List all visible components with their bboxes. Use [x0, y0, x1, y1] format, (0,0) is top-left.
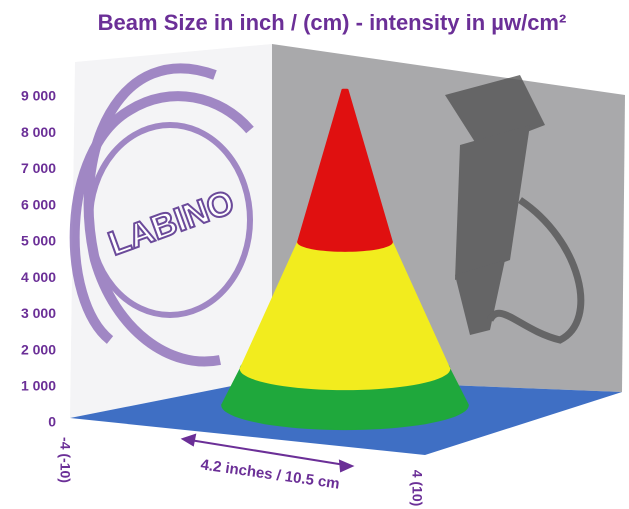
y-tick-label: 3 000: [21, 305, 56, 321]
left-wall: [70, 44, 272, 418]
y-tick-label: 7 000: [21, 160, 56, 176]
x-right-label: 4 (10): [409, 470, 425, 507]
intensity-band: [297, 88, 393, 252]
y-tick-label: 1 000: [21, 377, 56, 393]
chart-title: Beam Size in inch / (cm) - intensity in …: [98, 10, 567, 35]
y-tick-label: 2 000: [21, 341, 56, 357]
y-tick-label: 8 000: [21, 124, 56, 140]
y-tick-label: 0: [48, 414, 56, 430]
y-tick-label: 4 000: [21, 269, 56, 285]
flashlight-shadow: [445, 75, 585, 344]
y-tick-label: 9 000: [21, 88, 56, 104]
width-arrow: [180, 433, 355, 473]
y-tick-label: 6 000: [21, 196, 56, 212]
y-tick-label: 5 000: [21, 233, 56, 249]
logo: [69, 63, 254, 367]
x-left-label: -4 (-10): [57, 437, 73, 483]
